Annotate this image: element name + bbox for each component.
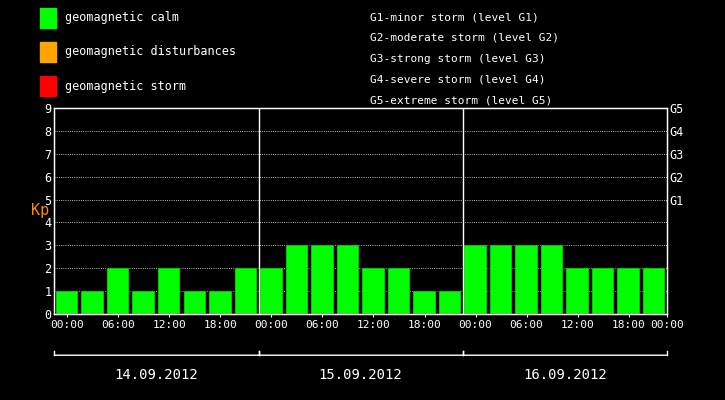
Bar (490, 245, 513, 314)
Text: G4-severe storm (level G4): G4-severe storm (level G4) (370, 74, 545, 84)
Bar (388, 268, 410, 314)
Bar (56, 291, 78, 314)
Bar (311, 245, 334, 314)
Bar (183, 291, 206, 314)
Text: geomagnetic disturbances: geomagnetic disturbances (65, 46, 236, 58)
Text: geomagnetic storm: geomagnetic storm (65, 80, 186, 92)
Bar (107, 268, 130, 314)
Bar (336, 245, 359, 314)
Bar (209, 291, 231, 314)
Bar (515, 245, 538, 314)
Y-axis label: Kp: Kp (31, 204, 49, 218)
Text: 16.09.2012: 16.09.2012 (523, 368, 607, 382)
Bar (286, 245, 308, 314)
Bar (592, 268, 614, 314)
Bar (133, 291, 155, 314)
Text: G3-strong storm (level G3): G3-strong storm (level G3) (370, 54, 545, 64)
Bar (413, 291, 436, 314)
Text: geomagnetic calm: geomagnetic calm (65, 12, 178, 24)
Bar (643, 268, 666, 314)
Bar (260, 268, 283, 314)
Text: G2-moderate storm (level G2): G2-moderate storm (level G2) (370, 33, 559, 43)
Bar (541, 245, 563, 314)
Bar (362, 268, 385, 314)
Bar (566, 268, 589, 314)
Text: 14.09.2012: 14.09.2012 (115, 368, 199, 382)
Bar (158, 268, 181, 314)
Bar (439, 291, 461, 314)
Text: G5-extreme storm (level G5): G5-extreme storm (level G5) (370, 95, 552, 105)
Bar (235, 268, 257, 314)
Text: G1-minor storm (level G1): G1-minor storm (level G1) (370, 12, 539, 22)
Bar (81, 291, 104, 314)
Text: 15.09.2012: 15.09.2012 (319, 368, 402, 382)
Bar (618, 268, 640, 314)
Bar (464, 245, 486, 314)
